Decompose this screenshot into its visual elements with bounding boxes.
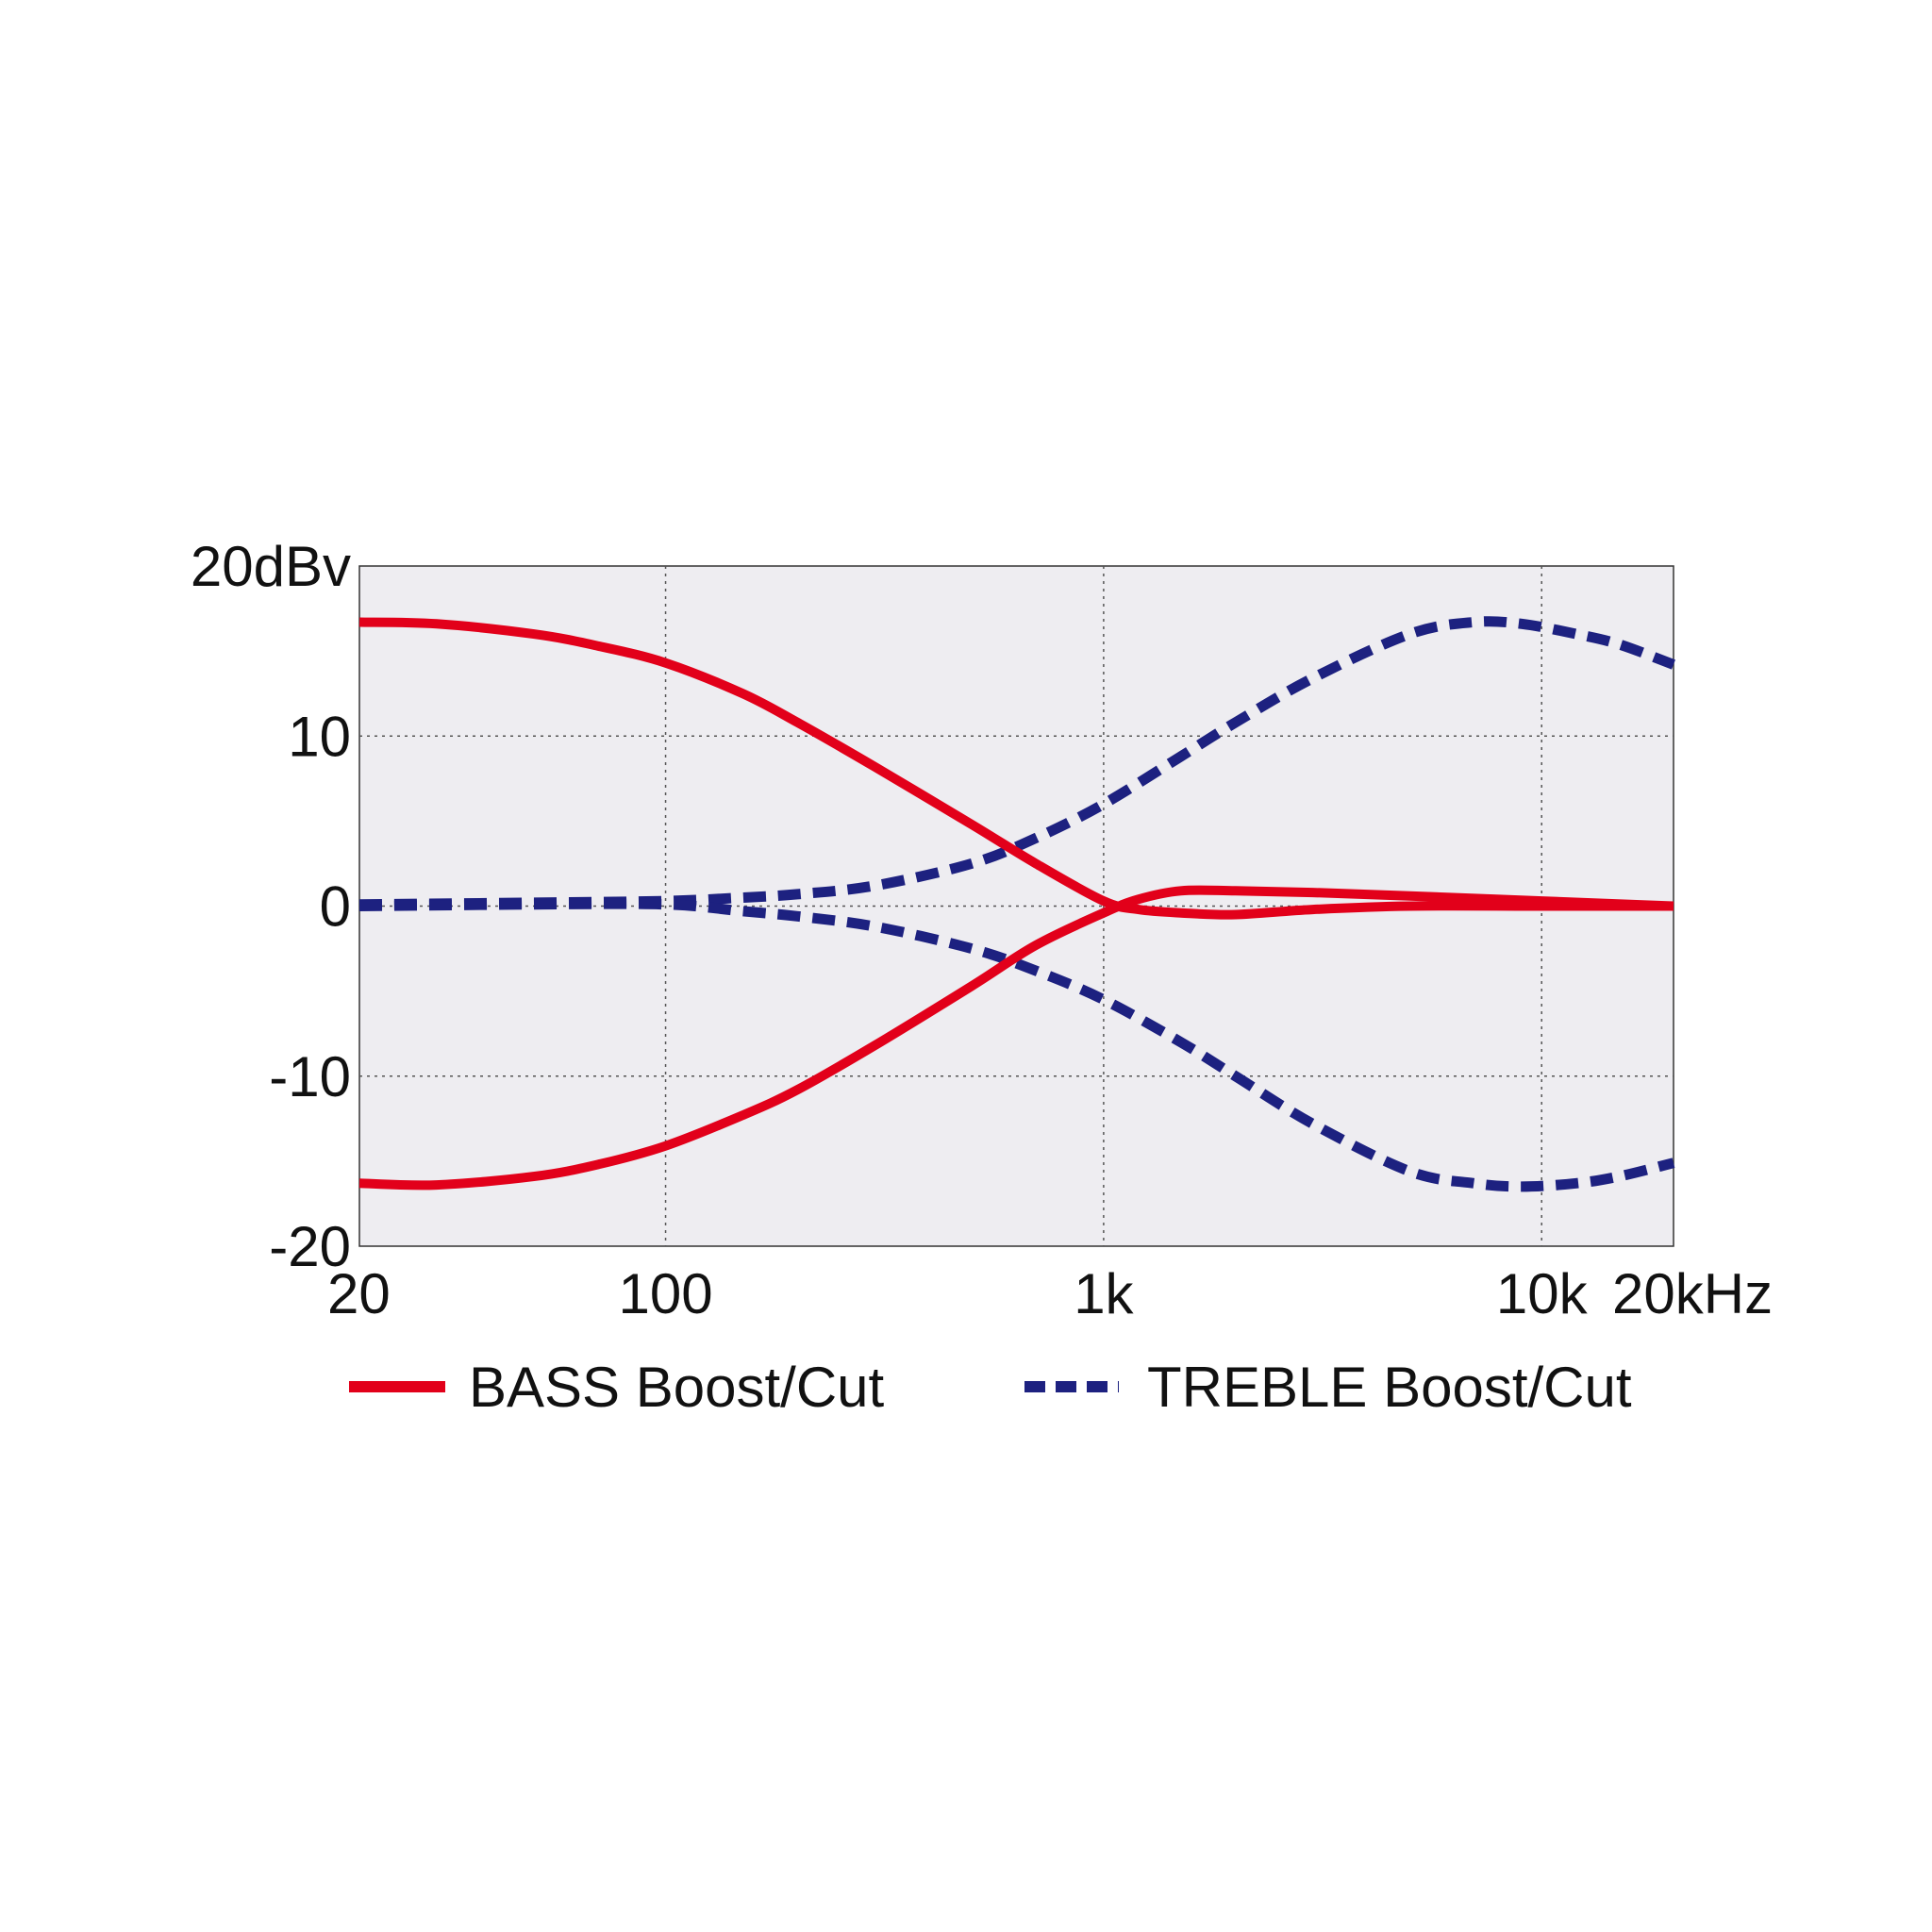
x-tick-label-4: 20kHz (1612, 1262, 1773, 1325)
y-tick-label-2: 0 (320, 875, 351, 939)
x-tick-labels: 20 100 1k 10k 20kHz (327, 1262, 1773, 1325)
legend-label-1: TREBLE Boost/Cut (1147, 1356, 1632, 1419)
series-line-0 (358, 617, 1674, 920)
series-layer (358, 616, 1675, 1192)
legend-label-0: BASS Boost/Cut (469, 1356, 885, 1419)
x-tick-label-2: 1k (1074, 1262, 1134, 1325)
y-tick-label-0: 20dBv (191, 535, 351, 598)
x-tick-label-1: 100 (619, 1262, 713, 1325)
series-line-1 (358, 885, 1674, 1191)
x-tick-label-0: 20 (327, 1262, 391, 1325)
y-tick-labels: 20dBv 10 0 -10 -20 (191, 535, 351, 1278)
y-tick-label-4: -20 (269, 1215, 351, 1278)
y-tick-label-1: 10 (288, 705, 351, 768)
y-tick-label-3: -10 (269, 1045, 351, 1108)
x-tick-label-3: 10k (1496, 1262, 1589, 1325)
legend: BASS Boost/Cut TREBLE Boost/Cut (349, 1356, 1632, 1419)
series-line-3 (358, 898, 1675, 1192)
